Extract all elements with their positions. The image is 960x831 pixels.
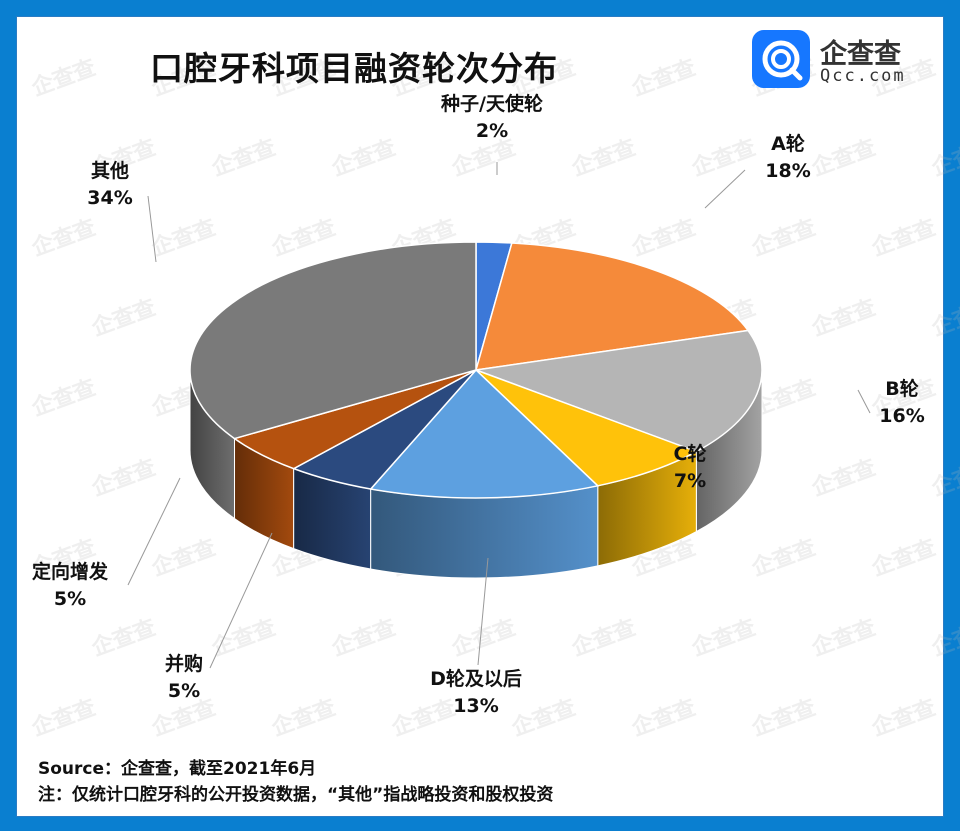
slice-label-7: 其他 [91,159,129,182]
slice-label-0: 种子/天使轮 [440,92,543,115]
slice-value-7: 34% [87,187,132,209]
logo-name: 企查查 [820,39,901,70]
slice-value-2: 16% [879,405,924,427]
slice-value-6: 5% [54,588,86,610]
leader-line-2 [857,389,871,414]
leader-line-6 [127,477,181,586]
slice-value-1: 18% [765,160,810,182]
slice-label-4: D轮及以后 [430,667,522,690]
slice-label-2: B轮 [885,377,918,400]
pie-side-4 [370,485,599,579]
slice-value-4: 13% [453,695,498,717]
slice-label-5: 并购 [165,652,203,675]
pie-slice-4 [369,368,600,499]
qcc-logo-icon [752,30,810,88]
slice-value-5: 5% [168,680,200,702]
pie-slice-2 [475,329,763,453]
slice-value-0: 2% [476,120,508,142]
leader-line-7 [147,195,157,263]
pie-slice-3 [475,369,699,487]
leader-line-4 [477,557,489,666]
note-text: 注：仅统计口腔牙科的公开投资数据，“其他”指战略投资和股权投资 [38,785,554,805]
pie-slice-7 [189,241,477,440]
source-text: Source：企查查，截至2021年6月 [38,759,317,779]
slice-label-3: C轮 [674,442,707,465]
logo-domain: Qcc.com [820,66,906,86]
leader-line-1 [704,169,746,209]
pie-slice-1 [474,242,750,371]
slice-label-6: 定向增发 [32,560,109,583]
leader-line-5 [209,532,273,669]
chart-title: 口腔牙科项目融资轮次分布 [150,49,558,88]
slice-value-3: 7% [674,470,706,492]
brand-logo: 企查查 Qcc.com [752,30,922,90]
slice-label-1: A轮 [771,132,805,155]
